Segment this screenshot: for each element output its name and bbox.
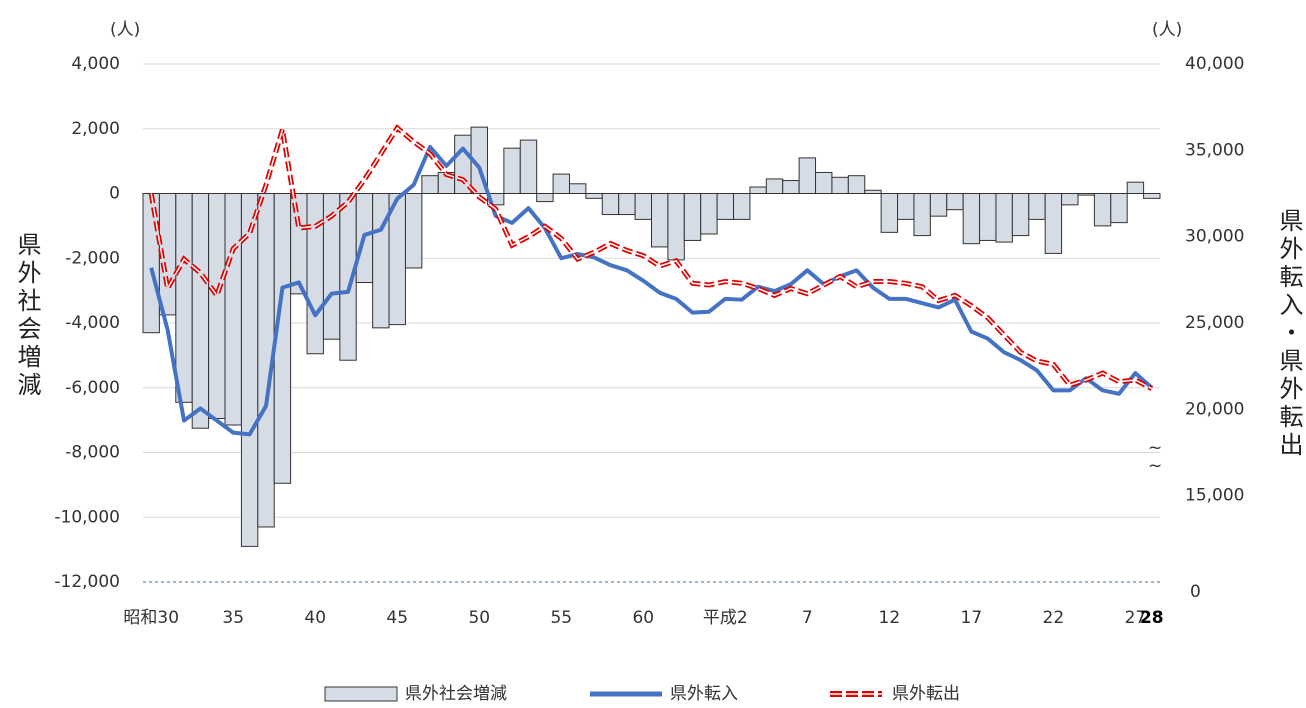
x-tick-label: 40 xyxy=(304,608,326,628)
y-tick-label: -10,000 xyxy=(54,507,120,527)
x-tick-label: 50 xyxy=(468,608,490,628)
y2-tick-label: 35,000 xyxy=(1185,140,1244,160)
axis-break: ~ xyxy=(1148,456,1162,476)
x-tick-label: 22 xyxy=(1043,608,1065,628)
bar xyxy=(782,180,800,195)
legend-swatch xyxy=(324,686,398,702)
x-tick-label: 7 xyxy=(802,608,813,628)
y2-tick-label: 25,000 xyxy=(1185,313,1244,333)
bar xyxy=(224,193,242,426)
axis-break: ~ xyxy=(1148,438,1162,458)
bar xyxy=(1110,193,1128,224)
y2-tick-label: 15,000 xyxy=(1185,486,1244,506)
bar xyxy=(1028,193,1046,220)
bar xyxy=(240,193,259,547)
bar xyxy=(536,193,554,203)
y2-tick-label: 20,000 xyxy=(1185,399,1244,419)
y2-tick-label: 30,000 xyxy=(1185,227,1244,247)
bar xyxy=(929,193,948,217)
dashed-line-core xyxy=(150,126,1153,390)
x-tick-label: 55 xyxy=(550,608,572,628)
bar xyxy=(191,193,210,429)
bar xyxy=(552,173,570,194)
bar xyxy=(372,193,390,329)
y2-axis-label: 県外転入・県外転出 xyxy=(1275,208,1303,460)
y2-unit: (人) xyxy=(1152,20,1182,40)
x-tick-label: 17 xyxy=(961,608,983,628)
bar xyxy=(815,171,833,195)
bar xyxy=(831,176,849,194)
bar xyxy=(618,193,636,216)
bar xyxy=(175,193,193,403)
bar xyxy=(601,193,620,216)
y-axis-label: 県外社会増減 xyxy=(13,232,41,400)
legend-label: 県外社会増減 xyxy=(405,684,507,704)
bar xyxy=(651,193,669,248)
x-tick-label: 27 xyxy=(1125,608,1147,628)
x-tick-label: 45 xyxy=(386,608,408,628)
bar xyxy=(847,175,866,195)
bar xyxy=(1093,193,1112,227)
x-tick-label: 昭和30 xyxy=(123,608,179,628)
y2-tick-label: 0 xyxy=(1190,582,1201,602)
bar xyxy=(1061,193,1079,206)
line xyxy=(149,144,1154,437)
y-tick-label: 4,000 xyxy=(71,54,120,74)
bar xyxy=(585,193,603,199)
bar xyxy=(979,193,997,241)
y-tick-label: 2,000 xyxy=(71,119,120,139)
bar xyxy=(946,193,964,211)
bar xyxy=(962,193,981,245)
x-tick-label: 60 xyxy=(632,608,654,628)
y-tick-label: 0 xyxy=(109,184,120,204)
y-tick-label: -2,000 xyxy=(65,248,120,268)
bar xyxy=(503,147,521,195)
x-tick-label: 12 xyxy=(879,608,901,628)
bar xyxy=(880,193,899,233)
x-tick-label: 35 xyxy=(222,608,244,628)
bar xyxy=(208,193,226,420)
y-tick-label: -12,000 xyxy=(54,572,120,592)
bar xyxy=(1077,193,1095,196)
bar xyxy=(486,193,505,206)
legend-label: 県外転出 xyxy=(892,684,960,704)
bar xyxy=(798,157,817,194)
x-tick-label: 平成2 xyxy=(703,608,748,628)
bar xyxy=(568,183,587,195)
bar xyxy=(1143,193,1161,199)
bar xyxy=(1126,181,1145,194)
bar xyxy=(1011,193,1030,237)
bar xyxy=(667,193,685,261)
legend-label: 県外転入 xyxy=(670,684,738,704)
bar xyxy=(765,178,784,194)
y-tick-label: -8,000 xyxy=(65,443,120,463)
bar xyxy=(421,175,439,195)
bar xyxy=(1044,193,1063,254)
y-tick-label: -4,000 xyxy=(65,313,120,333)
bar xyxy=(700,193,718,235)
x-tick-label: 28 xyxy=(1140,608,1164,628)
bar xyxy=(913,193,931,237)
bar xyxy=(519,139,538,195)
bar xyxy=(995,193,1013,243)
bar xyxy=(683,193,702,241)
bar xyxy=(733,193,751,220)
y-tick-label: -6,000 xyxy=(65,378,120,398)
bar xyxy=(306,193,324,355)
bar xyxy=(749,186,767,194)
bar xyxy=(404,193,423,269)
bar xyxy=(454,134,472,195)
bar xyxy=(716,193,735,220)
bar xyxy=(897,193,915,220)
y2-tick-label: 40,000 xyxy=(1185,54,1244,74)
y-unit: (人) xyxy=(110,20,140,40)
bar xyxy=(864,189,882,194)
bar xyxy=(634,193,653,220)
